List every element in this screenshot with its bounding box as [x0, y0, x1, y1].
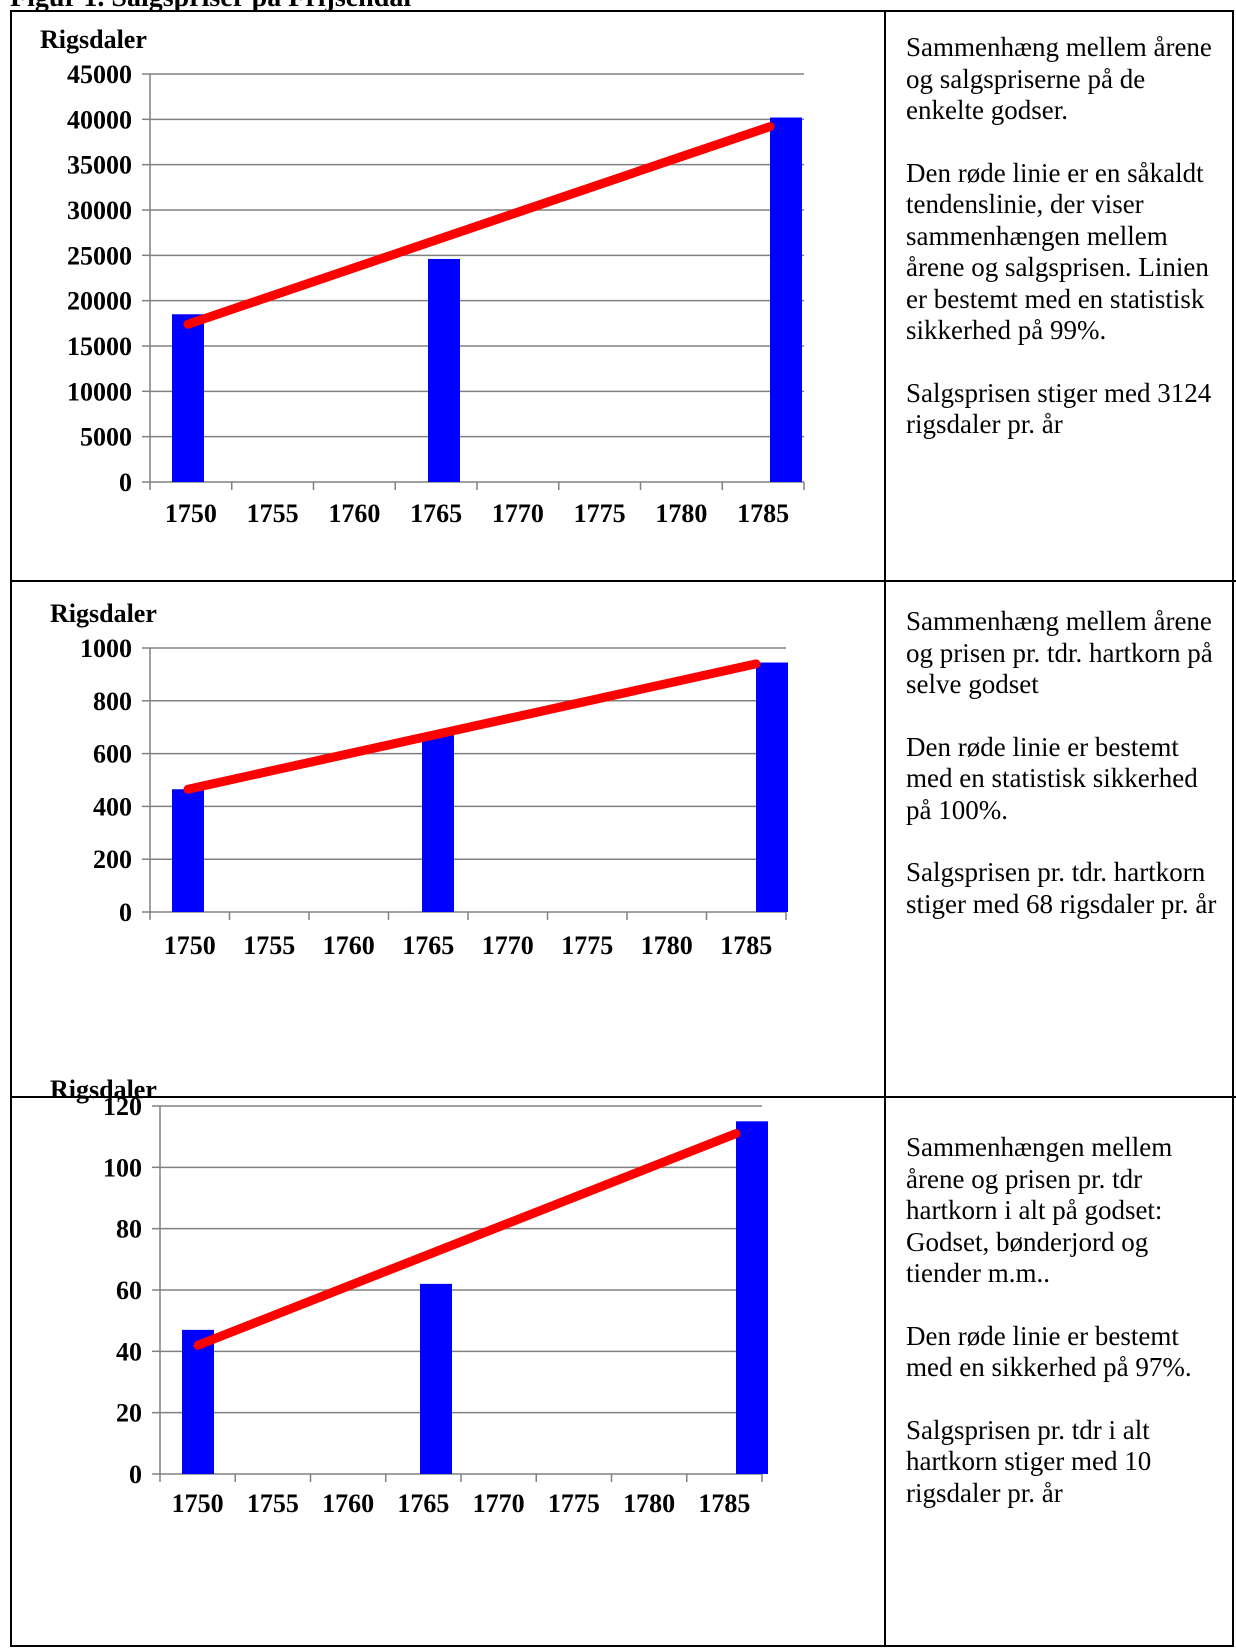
x-tick-label: 1755 — [243, 931, 295, 960]
description-paragraph: Sammenhængen mellem årene og prisen pr. … — [906, 1132, 1173, 1288]
x-tick-label: 1750 — [165, 499, 217, 528]
y-tick-label: 1000 — [80, 634, 132, 663]
description-paragraph: Sammenhæng mellem årene og salgspriserne… — [906, 32, 1212, 125]
y-tick-label: 40 — [116, 1337, 142, 1366]
x-tick-label: 1760 — [323, 931, 375, 960]
chart-sales-price: Rigsdaler 0 5000 10000 15000 20000 25000 30000 3… — [40, 25, 805, 528]
x-tick-label: 1785 — [720, 931, 772, 960]
bar — [428, 258, 460, 482]
x-tick-label: 1750 — [172, 1489, 224, 1518]
y-tick-label: 40000 — [67, 105, 132, 134]
axis-title: Rigsdaler — [50, 599, 157, 628]
row-divider-1 — [10, 580, 1236, 582]
y-tick-label: 35000 — [67, 151, 132, 180]
x-tick-label: 1760 — [328, 499, 380, 528]
trend-line — [193, 1129, 741, 1350]
description-panel-1: Sammenhæng mellem årene og salgspriserne… — [906, 32, 1226, 472]
description-paragraph: Salgsprisen stiger med 3124 rigsdaler pr… — [906, 377, 1212, 440]
description-paragraph: Sammenhæng mellem årene og prisen pr. td… — [906, 606, 1213, 699]
x-tick-label: 1770 — [492, 499, 544, 528]
bar — [172, 789, 204, 912]
x-tick-label: 1775 — [574, 499, 626, 528]
description-paragraph: Salgsprisen pr. tdr. hartkorn stiger med… — [906, 857, 1217, 919]
y-tick-label: 0 — [129, 1460, 142, 1489]
y-tick-label: 30000 — [67, 196, 132, 225]
y-tick-label: 400 — [93, 792, 132, 821]
y-tick-label: 200 — [93, 845, 132, 874]
description-paragraph: Den røde linie er bestemt med en sikkerh… — [906, 1320, 1192, 1383]
x-tick-label: 1780 — [655, 499, 707, 528]
x-tick-label: 1765 — [402, 931, 454, 960]
figure-heading: Figur 1. Salgspriser på Frijsendal — [10, 0, 411, 14]
description-paragraph: Salgsprisen pr. tdr i alt hartkorn stige… — [906, 1414, 1152, 1508]
x-tick-label: 1755 — [247, 1489, 299, 1518]
x-tick-label: 1775 — [561, 931, 613, 960]
bar — [182, 1329, 214, 1474]
x-tick-label: 1780 — [623, 1489, 675, 1518]
x-tick-label: 1760 — [322, 1489, 374, 1518]
y-tick-label: 120 — [103, 1092, 142, 1121]
x-tick-label: 1780 — [641, 931, 693, 960]
column-divider — [884, 10, 886, 1647]
description-paragraph: Den røde linie er bestemt med en statist… — [906, 731, 1198, 825]
y-tick-label: 10000 — [67, 377, 132, 406]
bar — [756, 662, 788, 912]
table-frame — [10, 10, 1234, 1647]
y-tick-label: 800 — [93, 687, 132, 716]
x-tick-label: 1765 — [410, 499, 462, 528]
chart-price-per-tdr-estate: Rigsdaler 0 200 400 600 800 1000 1750 1755 1760 17… — [50, 599, 788, 960]
trend-line — [183, 122, 775, 329]
y-tick-label: 45000 — [67, 60, 132, 89]
y-tick-label: 60 — [116, 1276, 142, 1305]
y-tick-label: 5000 — [80, 423, 132, 452]
y-tick-label: 80 — [116, 1215, 142, 1244]
y-tick-label: 20 — [116, 1399, 142, 1428]
y-tick-label: 600 — [93, 740, 132, 769]
axis-title: Rigsdaler — [50, 1075, 157, 1104]
x-tick-label: 1755 — [247, 499, 299, 528]
x-tick-label: 1785 — [698, 1489, 750, 1518]
x-tick-label: 1775 — [548, 1489, 600, 1518]
y-tick-label: 0 — [119, 468, 132, 497]
y-tick-label: 100 — [103, 1153, 142, 1182]
x-tick-label: 1770 — [482, 931, 534, 960]
y-tick-label: 0 — [119, 898, 132, 927]
bar — [172, 314, 204, 482]
x-tick-label: 1785 — [737, 499, 789, 528]
y-tick-label: 15000 — [67, 332, 132, 361]
x-tick-label: 1765 — [397, 1489, 449, 1518]
y-tick-label: 20000 — [67, 287, 132, 316]
description-paragraph: Den røde linie er en såkaldt tendenslini… — [906, 157, 1209, 346]
description-panel-3: Sammenhængen mellem årene og prisen pr. … — [906, 1132, 1226, 1540]
bar — [770, 117, 802, 483]
y-tick-label: 25000 — [67, 241, 132, 270]
trend-line — [183, 659, 761, 794]
bar — [420, 1283, 452, 1474]
x-tick-label: 1770 — [473, 1489, 525, 1518]
x-tick-label: 1750 — [164, 931, 216, 960]
description-panel-2: Sammenhæng mellem årene og prisen pr. td… — [906, 606, 1226, 951]
bar — [736, 1121, 768, 1474]
chart-price-per-tdr-total: Rigsdaler 0 20 40 60 80 100 120 1750 1755 1760 1765… — [50, 1075, 768, 1518]
bar — [422, 735, 454, 912]
row-divider-2 — [10, 1096, 1236, 1098]
axis-title: Rigsdaler — [40, 25, 147, 54]
